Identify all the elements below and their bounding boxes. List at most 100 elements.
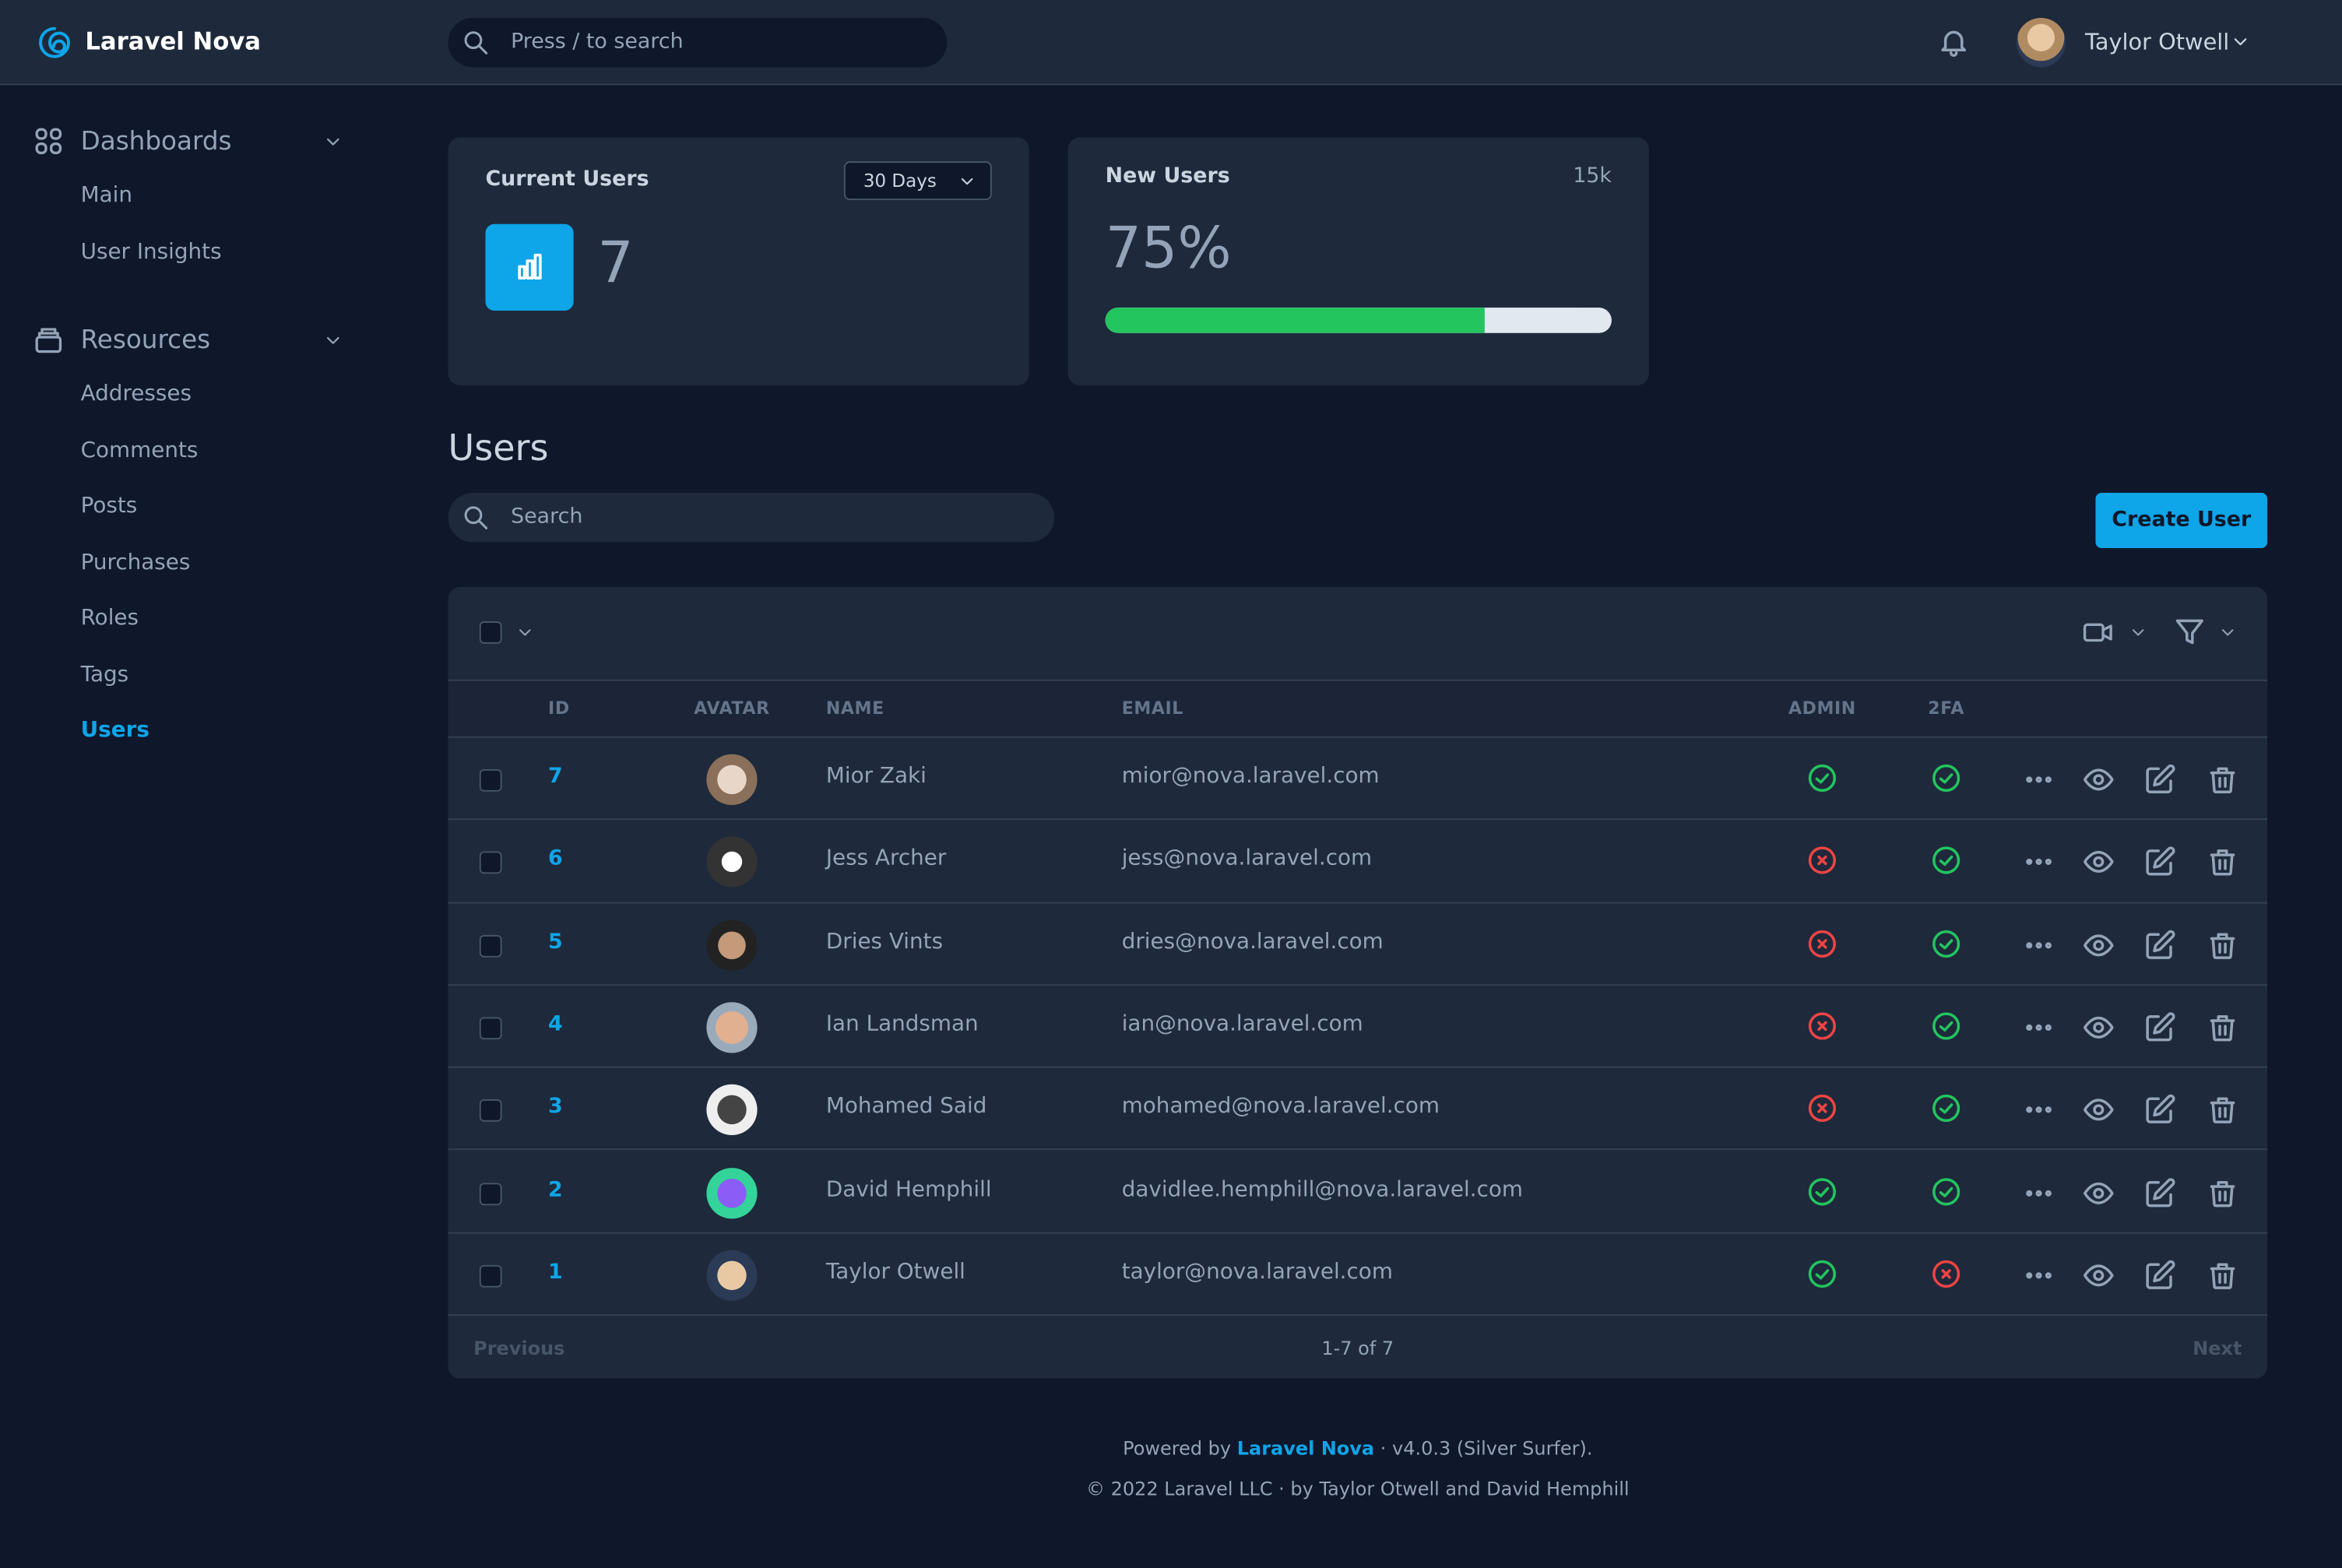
delete-action[interactable]	[2206, 846, 2238, 878]
more-actions[interactable]	[2022, 928, 2055, 961]
delete-action[interactable]	[2206, 1259, 2238, 1292]
edit-action[interactable]	[2143, 1259, 2176, 1292]
column-header[interactable]: ID	[548, 697, 570, 719]
row-checkbox[interactable]	[479, 934, 502, 957]
section-chevron[interactable]	[322, 330, 343, 351]
footer-link[interactable]: Laravel Nova	[1236, 1436, 1375, 1460]
more-actions[interactable]	[2022, 1094, 2055, 1127]
resource-title: Users	[448, 427, 549, 469]
nav-item[interactable]: User Insights	[80, 239, 222, 264]
more-actions[interactable]	[2022, 763, 2055, 796]
icon-part	[518, 253, 542, 279]
section-chevron[interactable]	[322, 132, 343, 153]
view-action[interactable]	[2082, 1176, 2115, 1209]
user-menu-chevron[interactable]	[2230, 31, 2251, 52]
nav-item[interactable]: Addresses	[80, 382, 192, 406]
icon-part	[2146, 930, 2175, 959]
icon-part	[2146, 846, 2175, 877]
row-checkbox[interactable]	[479, 1017, 502, 1039]
icon-part	[519, 629, 531, 636]
table-header-row	[448, 679, 2268, 738]
nav-item[interactable]: Users	[80, 718, 149, 743]
row-checkbox[interactable]	[479, 852, 502, 874]
select-all-checkbox[interactable]	[479, 621, 502, 644]
metric-title: Current Users	[485, 167, 649, 192]
view-action[interactable]	[2082, 1094, 2115, 1127]
row-id[interactable]: 4	[548, 1012, 563, 1037]
lens-chevron[interactable]	[2129, 623, 2148, 642]
more-actions[interactable]	[2022, 1259, 2055, 1292]
view-action[interactable]	[2082, 928, 2115, 961]
user-name[interactable]: Taylor Otwell	[2085, 28, 2230, 55]
nav-item[interactable]: Purchases	[80, 550, 191, 575]
icon-part	[2210, 1097, 2235, 1124]
delete-action[interactable]	[2206, 1176, 2238, 1209]
edit-action[interactable]	[2143, 846, 2176, 878]
delete-action[interactable]	[2206, 928, 2238, 961]
brand[interactable]: Laravel Nova	[85, 26, 261, 55]
row-checkbox[interactable]	[479, 1099, 502, 1123]
row-checkbox[interactable]	[479, 768, 502, 792]
icon-part	[2035, 1024, 2042, 1031]
nav-item[interactable]: Main	[80, 183, 133, 208]
range-select[interactable]: 30 Days	[843, 161, 992, 201]
column-header[interactable]: NAME	[825, 697, 884, 719]
row-checkbox[interactable]	[479, 1264, 502, 1288]
section-title[interactable]: Dashboards	[80, 127, 232, 157]
icon-part	[2045, 1271, 2052, 1278]
row-id[interactable]: 7	[548, 765, 563, 789]
resource-search[interactable]: Search	[448, 493, 1055, 543]
global-search[interactable]: Press / to search	[448, 18, 948, 68]
row-id[interactable]: 2	[548, 1177, 563, 1202]
icon-part	[1815, 1268, 1830, 1280]
nav-item[interactable]: Roles	[80, 606, 139, 631]
select-all-chevron[interactable]	[515, 623, 535, 642]
delete-action[interactable]	[2206, 1094, 2238, 1127]
icon-part	[1941, 30, 1967, 58]
create-button[interactable]: Create User	[2095, 493, 2268, 549]
create-button-label: Create User	[2112, 508, 2252, 532]
user-avatar[interactable]	[2016, 18, 2066, 68]
row-id[interactable]: 5	[548, 930, 563, 955]
column-header[interactable]: AVATAR	[694, 697, 770, 719]
edit-action[interactable]	[2143, 1094, 2176, 1127]
edit-action[interactable]	[2143, 763, 2176, 796]
icon-part	[2221, 629, 2234, 636]
logo[interactable]	[36, 24, 73, 62]
nav-item[interactable]: Posts	[80, 494, 138, 519]
edit-action[interactable]	[2143, 928, 2176, 961]
pagination-previous[interactable]: Previous	[473, 1336, 565, 1359]
more-actions[interactable]	[2022, 1011, 2055, 1044]
nav-item[interactable]: Tags	[80, 662, 129, 687]
more-actions[interactable]	[2022, 846, 2055, 878]
view-action[interactable]	[2082, 1011, 2115, 1044]
nav-item[interactable]: Comments	[80, 438, 199, 462]
lens-button[interactable]	[2082, 617, 2113, 648]
icon-part	[2210, 1263, 2235, 1289]
view-action[interactable]	[2082, 763, 2115, 796]
status-yes	[1930, 927, 1963, 960]
filter-button[interactable]	[2173, 615, 2206, 648]
row-checkbox[interactable]	[479, 1182, 502, 1205]
view-action[interactable]	[2082, 1259, 2115, 1292]
icon-part	[2045, 1024, 2052, 1031]
more-actions[interactable]	[2022, 1176, 2055, 1209]
row-id[interactable]: 6	[548, 847, 563, 871]
delete-action[interactable]	[2206, 1011, 2238, 1044]
column-header[interactable]: ADMIN	[1788, 697, 1856, 719]
view-action[interactable]	[2082, 846, 2115, 878]
pagination-next[interactable]: Next	[2193, 1336, 2242, 1359]
delete-action[interactable]	[2206, 763, 2238, 796]
column-header[interactable]: 2FA	[1928, 697, 1964, 719]
icon-part	[2210, 1014, 2235, 1042]
notifications[interactable]	[1937, 26, 1970, 58]
section-title[interactable]: Resources	[80, 325, 211, 356]
row-id[interactable]: 3	[548, 1095, 563, 1120]
icon-part	[2083, 1099, 2114, 1121]
edit-action[interactable]	[2143, 1011, 2176, 1044]
row-id[interactable]: 1	[548, 1260, 563, 1285]
column-header[interactable]: EMAIL	[1121, 697, 1183, 719]
icon-part	[326, 138, 339, 146]
filter-chevron[interactable]	[2218, 623, 2238, 642]
edit-action[interactable]	[2143, 1176, 2176, 1209]
